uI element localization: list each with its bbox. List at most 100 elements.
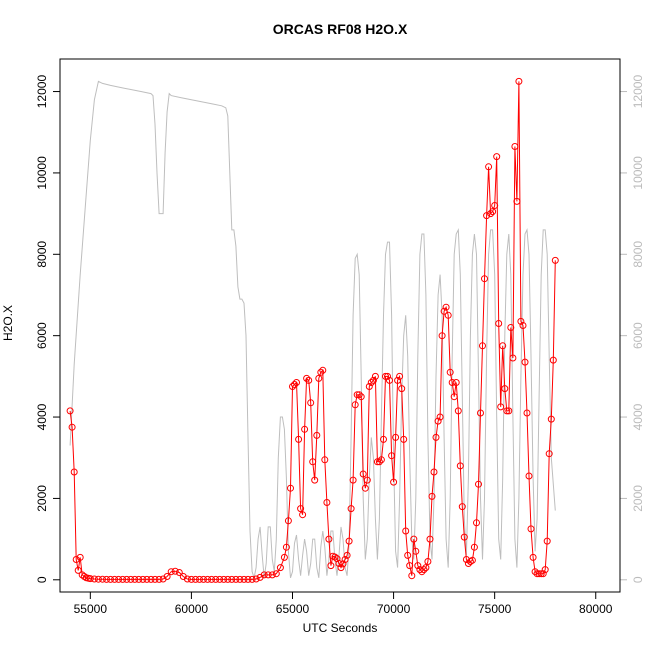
h2o-point xyxy=(521,358,529,366)
y2-tick-label: 2000 xyxy=(631,485,645,512)
h2o-point xyxy=(309,458,317,466)
h2o-point xyxy=(94,575,102,583)
h2o-point xyxy=(426,535,434,543)
h2o-point xyxy=(499,342,507,350)
h2o-point xyxy=(392,433,400,441)
h2o-point xyxy=(505,407,513,415)
h2o-point xyxy=(151,575,159,583)
h2o-point xyxy=(167,568,175,576)
y-tick-label: 2000 xyxy=(35,485,49,512)
h2o-point xyxy=(501,385,509,393)
h2o-point xyxy=(74,566,82,574)
h2o-point xyxy=(70,468,78,476)
h2o-point xyxy=(377,456,385,464)
h2o-point xyxy=(313,431,321,439)
h2o-point xyxy=(80,573,88,580)
h2o-point xyxy=(551,256,559,264)
h2o-point xyxy=(280,553,288,561)
h2o-point xyxy=(299,511,307,519)
y2-tick-label: 4000 xyxy=(631,403,645,430)
h2o-point xyxy=(497,403,505,411)
h2o-point xyxy=(325,535,333,543)
h2o-point xyxy=(396,372,404,380)
y2-tick-label: 0 xyxy=(631,576,645,583)
h2o-point xyxy=(375,458,383,466)
h2o-point xyxy=(373,458,381,466)
h2o-point xyxy=(301,425,309,433)
h2o-point xyxy=(284,517,292,525)
h2o-point xyxy=(347,505,355,513)
h2o-point xyxy=(535,570,543,578)
h2o-point xyxy=(452,379,460,386)
h2o-point xyxy=(454,407,462,415)
h2o-point xyxy=(335,560,343,567)
altitude-series xyxy=(69,80,556,580)
y-tick-label: 6000 xyxy=(35,322,49,349)
h2o-point xyxy=(260,571,268,579)
h2o-point xyxy=(155,575,163,583)
h2o-point xyxy=(171,567,179,575)
h2o-point xyxy=(139,575,147,583)
h2o-point xyxy=(187,575,195,583)
h2o-point xyxy=(380,435,387,443)
h2o-point xyxy=(131,575,139,583)
h2o-point xyxy=(365,383,373,390)
h2o-point xyxy=(503,407,511,415)
h2o-point xyxy=(111,575,119,583)
h2o-point xyxy=(287,484,294,492)
h2o-point xyxy=(422,564,430,572)
h2o-point xyxy=(264,571,272,579)
y-tick-label: 0 xyxy=(35,576,49,583)
h2o-point xyxy=(475,480,482,488)
h2o-point xyxy=(244,575,252,583)
h2o-point xyxy=(424,558,432,565)
h2o-point xyxy=(147,575,155,583)
x-tick-label: 70000 xyxy=(377,602,411,616)
h2o-point xyxy=(192,575,199,583)
h2o-point xyxy=(183,575,191,583)
h2o-point xyxy=(446,368,454,376)
y-tick-label: 8000 xyxy=(35,241,49,268)
h2o-point xyxy=(519,322,527,329)
h2o-point xyxy=(541,566,549,574)
h2o-point xyxy=(470,543,478,551)
h2o-point xyxy=(388,452,396,460)
h2o-point xyxy=(402,527,410,535)
h2o-point xyxy=(386,376,393,384)
h2o-point xyxy=(450,393,458,401)
h2o-point xyxy=(216,575,224,583)
h2o-point xyxy=(507,324,515,331)
h2o-point xyxy=(276,564,284,572)
h2o-point xyxy=(400,435,408,443)
h2o-point xyxy=(76,553,84,561)
h2o-point xyxy=(289,383,296,390)
h2o-point xyxy=(394,376,402,384)
h2o-point xyxy=(208,575,216,583)
h2o-point xyxy=(456,462,464,470)
x-axis-label: UTC Seconds xyxy=(303,621,378,635)
h2o-point xyxy=(345,537,353,545)
h2o-point xyxy=(220,575,228,583)
h2o-point xyxy=(282,543,290,551)
h2o-point xyxy=(353,391,361,399)
h2o-point xyxy=(196,575,203,583)
h2o-point xyxy=(371,372,379,380)
h2o-point xyxy=(390,478,398,486)
x-tick-label: 80000 xyxy=(579,602,613,616)
h2o-point xyxy=(477,409,484,417)
chart-title: ORCAS RF08 H2O.X xyxy=(273,21,408,37)
h2o-point xyxy=(509,354,517,362)
h2o-point xyxy=(416,566,424,574)
h2o-point xyxy=(119,575,127,583)
h2o-series xyxy=(66,77,559,583)
h2o-point xyxy=(493,153,501,161)
h2o-point xyxy=(268,571,276,579)
h2o-point xyxy=(432,433,440,441)
h2o-point xyxy=(539,570,547,578)
h2o-point xyxy=(363,476,371,484)
plot-frame xyxy=(59,58,621,593)
h2o-point xyxy=(434,417,442,425)
h2o-point xyxy=(491,202,499,209)
h2o-point xyxy=(68,423,76,431)
h2o-point xyxy=(543,537,551,545)
